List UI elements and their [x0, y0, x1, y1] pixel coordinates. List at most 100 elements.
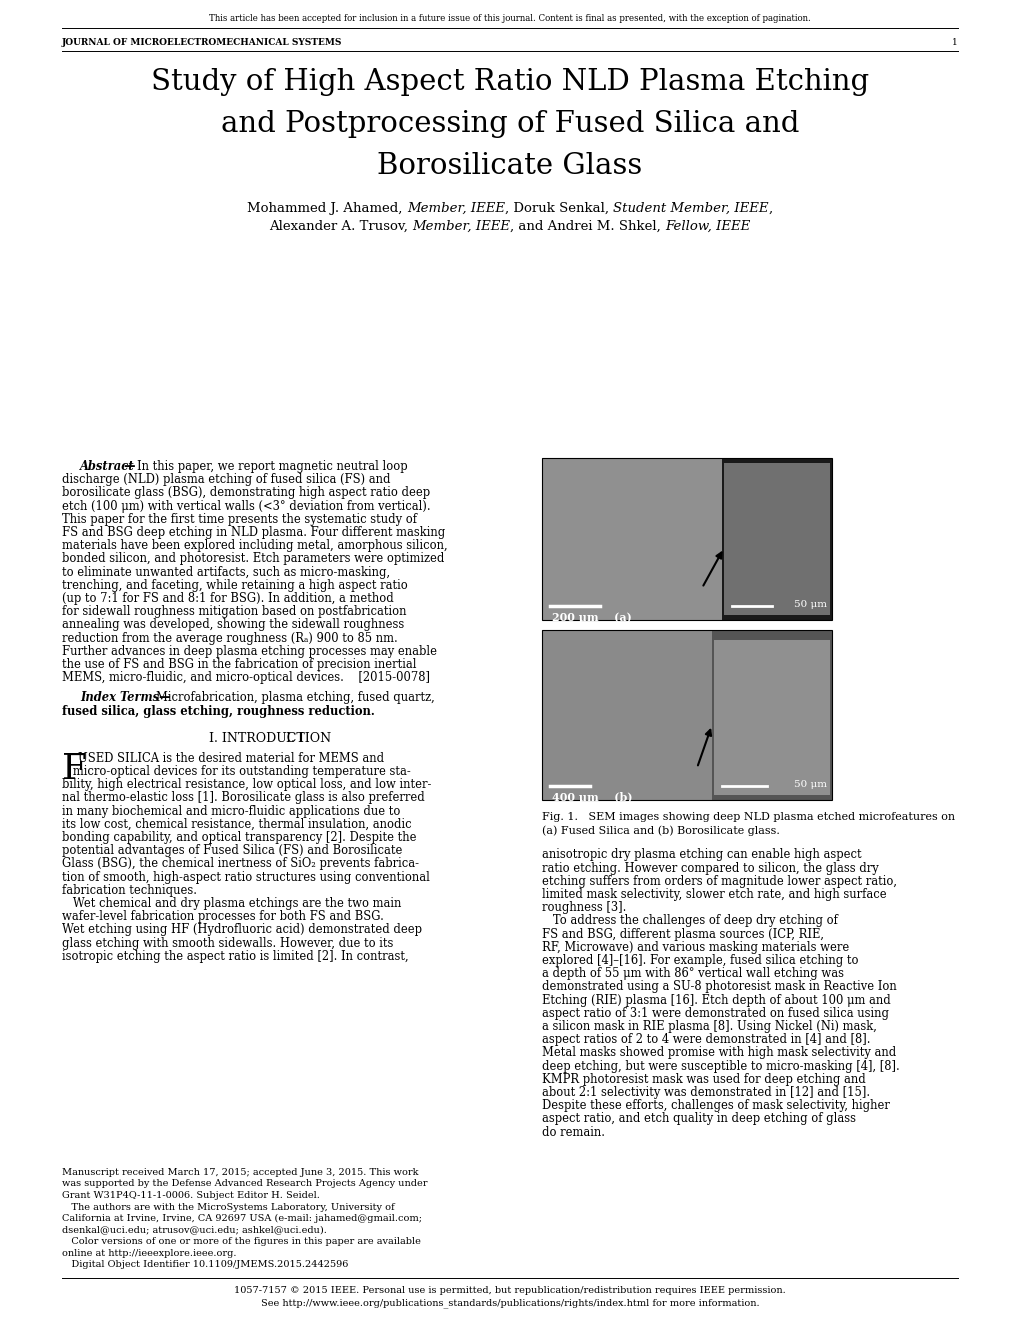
Text: materials have been explored including metal, amorphous silicon,: materials have been explored including m…: [62, 539, 447, 552]
Text: the use of FS and BSG in the fabrication of precision inertial: the use of FS and BSG in the fabrication…: [62, 657, 416, 671]
Text: Member, IEEE: Member, IEEE: [412, 220, 510, 234]
Text: Alexander A. Trusov,: Alexander A. Trusov,: [269, 220, 412, 234]
Text: deep etching, but were susceptible to micro-masking [4], [8].: deep etching, but were susceptible to mi…: [541, 1060, 899, 1073]
Text: demonstrated using a SU-8 photoresist mask in Reactive Ion: demonstrated using a SU-8 photoresist ma…: [541, 981, 896, 994]
Text: Fig. 1.   SEM images showing deep NLD plasma etched microfeatures on: Fig. 1. SEM images showing deep NLD plas…: [541, 812, 954, 822]
Text: Manuscript received March 17, 2015; accepted June 3, 2015. This work: Manuscript received March 17, 2015; acce…: [62, 1168, 418, 1177]
Text: FS and BSG, different plasma sources (ICP, RIE,: FS and BSG, different plasma sources (IC…: [541, 928, 823, 941]
Text: I. I: I. I: [285, 731, 304, 744]
Text: Abstract: Abstract: [79, 459, 135, 473]
Text: Member, IEEE: Member, IEEE: [407, 202, 504, 215]
Text: glass etching with smooth sidewalls. However, due to its: glass etching with smooth sidewalls. How…: [62, 937, 393, 949]
Text: Glass (BSG), the chemical inertness of SiO₂ prevents fabrica-: Glass (BSG), the chemical inertness of S…: [62, 858, 419, 870]
Text: Grant W31P4Q-11-1-0006. Subject Editor H. Seidel.: Grant W31P4Q-11-1-0006. Subject Editor H…: [62, 1191, 320, 1200]
Bar: [541, 630, 832, 800]
Text: —: —: [123, 459, 135, 473]
Text: fused silica, glass etching, roughness reduction.: fused silica, glass etching, roughness r…: [62, 705, 374, 718]
Bar: [711, 630, 832, 800]
Text: Wet etching using HF (Hydrofluoric acid) demonstrated deep: Wet etching using HF (Hydrofluoric acid)…: [62, 924, 422, 936]
Text: California at Irvine, Irvine, CA 92697 USA (e-mail: jahamed@gmail.com;: California at Irvine, Irvine, CA 92697 U…: [62, 1214, 422, 1224]
Text: aspect ratios of 2 to 4 were demonstrated in [4] and [8].: aspect ratios of 2 to 4 were demonstrate…: [541, 1034, 869, 1047]
Text: limited mask selectivity, slower etch rate, and high surface: limited mask selectivity, slower etch ra…: [541, 888, 886, 902]
Text: explored [4]–[16]. For example, fused silica etching to: explored [4]–[16]. For example, fused si…: [541, 954, 858, 968]
Text: bonded silicon, and photoresist. Etch parameters were optimized: bonded silicon, and photoresist. Etch pa…: [62, 552, 444, 565]
Bar: [713, 640, 829, 795]
Text: wafer-level fabrication processes for both FS and BSG.: wafer-level fabrication processes for bo…: [62, 911, 383, 923]
Text: , Doruk Senkal,: , Doruk Senkal,: [504, 202, 612, 215]
Text: bility, high electrical resistance, low optical loss, and low inter-: bility, high electrical resistance, low …: [62, 779, 431, 791]
Text: (a) Fused Silica and (b) Borosilicate glass.: (a) Fused Silica and (b) Borosilicate gl…: [541, 825, 780, 836]
Text: This paper for the first time presents the systematic study of: This paper for the first time presents t…: [62, 512, 417, 525]
Text: Mohammed J. Ahamed,: Mohammed J. Ahamed,: [247, 202, 407, 215]
Text: anisotropic dry plasma etching can enable high aspect: anisotropic dry plasma etching can enabl…: [541, 849, 861, 862]
Text: Student Member, IEEE: Student Member, IEEE: [612, 202, 768, 215]
Text: trenching, and faceting, while retaining a high aspect ratio: trenching, and faceting, while retaining…: [62, 578, 408, 591]
Text: nal thermo-elastic loss [1]. Borosilicate glass is also preferred: nal thermo-elastic loss [1]. Borosilicat…: [62, 792, 424, 804]
Text: and Postprocessing of Fused Silica and: and Postprocessing of Fused Silica and: [220, 110, 799, 139]
Text: for sidewall roughness mitigation based on postfabrication: for sidewall roughness mitigation based …: [62, 605, 407, 618]
Text: JOURNAL OF MICROELECTROMECHANICAL SYSTEMS: JOURNAL OF MICROELECTROMECHANICAL SYSTEM…: [62, 38, 342, 48]
Text: This article has been accepted for inclusion in a future issue of this journal. : This article has been accepted for inclu…: [209, 15, 810, 22]
Text: , and Andrei M. Shkel,: , and Andrei M. Shkel,: [510, 220, 664, 234]
Text: aspect ratio of 3:1 were demonstrated on fused silica using: aspect ratio of 3:1 were demonstrated on…: [541, 1007, 889, 1020]
Text: I. INTRODUCTION: I. INTRODUCTION: [209, 731, 331, 744]
Text: 400 μm    (b): 400 μm (b): [551, 792, 632, 803]
Text: 1057-7157 © 2015 IEEE. Personal use is permitted, but republication/redistributi: 1057-7157 © 2015 IEEE. Personal use is p…: [234, 1286, 785, 1295]
Text: 50 μm: 50 μm: [793, 601, 826, 609]
Text: a depth of 55 μm with 86° vertical wall etching was: a depth of 55 μm with 86° vertical wall …: [541, 968, 843, 981]
Text: discharge (NLD) plasma etching of fused silica (FS) and: discharge (NLD) plasma etching of fused …: [62, 473, 390, 486]
Text: Study of High Aspect Ratio NLD Plasma Etching: Study of High Aspect Ratio NLD Plasma Et…: [151, 69, 868, 96]
Text: etching suffers from orders of magnitude lower aspect ratio,: etching suffers from orders of magnitude…: [541, 875, 896, 888]
Text: FS and BSG deep etching in NLD plasma. Four different masking: FS and BSG deep etching in NLD plasma. F…: [62, 525, 445, 539]
Text: 50 μm: 50 μm: [793, 780, 826, 789]
Text: MEMS, micro-fluidic, and micro-optical devices.    [2015-0078]: MEMS, micro-fluidic, and micro-optical d…: [62, 671, 430, 684]
Text: Etching (RIE) plasma [16]. Etch depth of about 100 μm and: Etching (RIE) plasma [16]. Etch depth of…: [541, 994, 890, 1007]
Text: to eliminate unwanted artifacts, such as micro-masking,: to eliminate unwanted artifacts, such as…: [62, 565, 389, 578]
Text: its low cost, chemical resistance, thermal insulation, anodic: its low cost, chemical resistance, therm…: [62, 818, 412, 830]
Text: potential advantages of Fused Silica (FS) and Borosilicate: potential advantages of Fused Silica (FS…: [62, 845, 401, 857]
Text: F: F: [62, 752, 87, 785]
Text: ratio etching. However compared to silicon, the glass dry: ratio etching. However compared to silic…: [541, 862, 878, 875]
Text: Wet chemical and dry plasma etchings are the two main: Wet chemical and dry plasma etchings are…: [62, 898, 401, 909]
Text: isotropic etching the aspect ratio is limited [2]. In contrast,: isotropic etching the aspect ratio is li…: [62, 950, 409, 962]
Text: dsenkal@uci.edu; atrusov@uci.edu; ashkel@uci.edu).: dsenkal@uci.edu; atrusov@uci.edu; ashkel…: [62, 1225, 326, 1234]
Text: Despite these efforts, challenges of mask selectivity, higher: Despite these efforts, challenges of mas…: [541, 1100, 889, 1113]
Text: (up to 7:1 for FS and 8:1 for BSG). In addition, a method: (up to 7:1 for FS and 8:1 for BSG). In a…: [62, 591, 393, 605]
Text: in many biochemical and micro-fluidic applications due to: in many biochemical and micro-fluidic ap…: [62, 805, 400, 817]
Text: was supported by the Defense Advanced Research Projects Agency under: was supported by the Defense Advanced Re…: [62, 1180, 427, 1188]
Text: bonding capability, and optical transparency [2]. Despite the: bonding capability, and optical transpar…: [62, 832, 416, 843]
Text: Metal masks showed promise with high mask selectivity and: Metal masks showed promise with high mas…: [541, 1047, 896, 1060]
Text: Microfabrication, plasma etching, fused quartz,: Microfabrication, plasma etching, fused …: [156, 692, 434, 705]
Text: ,: ,: [768, 202, 772, 215]
Text: Digital Object Identifier 10.1109/JMEMS.2015.2442596: Digital Object Identifier 10.1109/JMEMS.…: [62, 1261, 348, 1269]
Text: See http://www.ieee.org/publications_standards/publications/rights/index.html fo: See http://www.ieee.org/publications_sta…: [261, 1298, 758, 1308]
Text: Fellow, IEEE: Fellow, IEEE: [664, 220, 750, 234]
Text: In this paper, we report magnetic neutral loop: In this paper, we report magnetic neutra…: [137, 459, 408, 473]
Text: a silicon mask in RIE plasma [8]. Using Nickel (Ni) mask,: a silicon mask in RIE plasma [8]. Using …: [541, 1020, 876, 1034]
Bar: [541, 630, 711, 800]
Text: aspect ratio, and etch quality in deep etching of glass: aspect ratio, and etch quality in deep e…: [541, 1113, 855, 1126]
Text: tion of smooth, high-aspect ratio structures using conventional: tion of smooth, high-aspect ratio struct…: [62, 871, 429, 883]
Bar: [721, 458, 832, 620]
Text: micro-optical devices for its outstanding temperature sta-: micro-optical devices for its outstandin…: [62, 766, 411, 777]
Text: about 2:1 selectivity was demonstrated in [12] and [15].: about 2:1 selectivity was demonstrated i…: [541, 1086, 869, 1100]
Text: The authors are with the MicroSystems Laboratory, University of: The authors are with the MicroSystems La…: [62, 1203, 394, 1212]
Bar: [541, 458, 832, 620]
Text: etch (100 μm) with vertical walls (<3° deviation from vertical).: etch (100 μm) with vertical walls (<3° d…: [62, 499, 430, 512]
Text: reduction from the average roughness (Rₐ) 900 to 85 nm.: reduction from the average roughness (Rₐ…: [62, 631, 397, 644]
Text: online at http://ieeexplore.ieee.org.: online at http://ieeexplore.ieee.org.: [62, 1249, 236, 1258]
Text: do remain.: do remain.: [541, 1126, 604, 1139]
Text: fabrication techniques.: fabrication techniques.: [62, 884, 197, 896]
Bar: [541, 458, 721, 620]
Text: To address the challenges of deep dry etching of: To address the challenges of deep dry et…: [541, 915, 837, 928]
Text: borosilicate glass (BSG), demonstrating high aspect ratio deep: borosilicate glass (BSG), demonstrating …: [62, 486, 430, 499]
Text: roughness [3].: roughness [3].: [541, 902, 626, 915]
Text: Color versions of one or more of the figures in this paper are available: Color versions of one or more of the fig…: [62, 1237, 421, 1246]
Text: annealing was developed, showing the sidewall roughness: annealing was developed, showing the sid…: [62, 618, 404, 631]
Text: KMPR photoresist mask was used for deep etching and: KMPR photoresist mask was used for deep …: [541, 1073, 865, 1086]
Bar: [723, 463, 829, 615]
Text: USED SILICA is the desired material for MEMS and: USED SILICA is the desired material for …: [77, 752, 384, 764]
Text: Index Terms—: Index Terms—: [79, 692, 170, 705]
Text: Borosilicate Glass: Borosilicate Glass: [377, 152, 642, 180]
Text: 200 μm    (a): 200 μm (a): [551, 612, 631, 623]
